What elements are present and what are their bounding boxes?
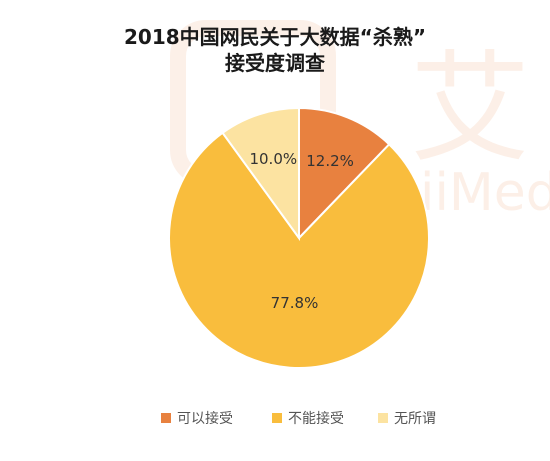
legend-label: 可以接受	[177, 410, 233, 427]
watermark-text: iiMed	[420, 163, 550, 223]
pie-slice-labels: 12.2% 77.8% 10.0%	[249, 150, 353, 312]
legend-swatch	[272, 413, 282, 423]
pie-slice	[221, 106, 300, 242]
legend-swatch	[378, 413, 388, 423]
legend-item: 不能接受	[272, 410, 344, 427]
slice-value-label: 77.8%	[271, 294, 319, 312]
legend-label: 无所谓	[394, 411, 436, 427]
chart-title-line-2: 接受度调查	[225, 51, 325, 75]
pie-slice	[298, 106, 391, 241]
pie-slice	[168, 131, 430, 369]
slice-value-label: 10.0%	[249, 150, 297, 168]
pie-slices	[168, 106, 430, 369]
watermark-glyph: 艾	[410, 40, 530, 179]
legend: 可以接受 不能接受 无所谓	[161, 410, 436, 427]
legend-swatch	[161, 413, 171, 423]
chart-title-line-1: 2018中国网民关于大数据“杀熟”	[124, 25, 426, 49]
legend-item: 无所谓	[378, 411, 436, 427]
legend-label: 不能接受	[288, 410, 344, 427]
slice-value-label: 12.2%	[306, 152, 354, 170]
legend-item: 可以接受	[161, 410, 233, 427]
